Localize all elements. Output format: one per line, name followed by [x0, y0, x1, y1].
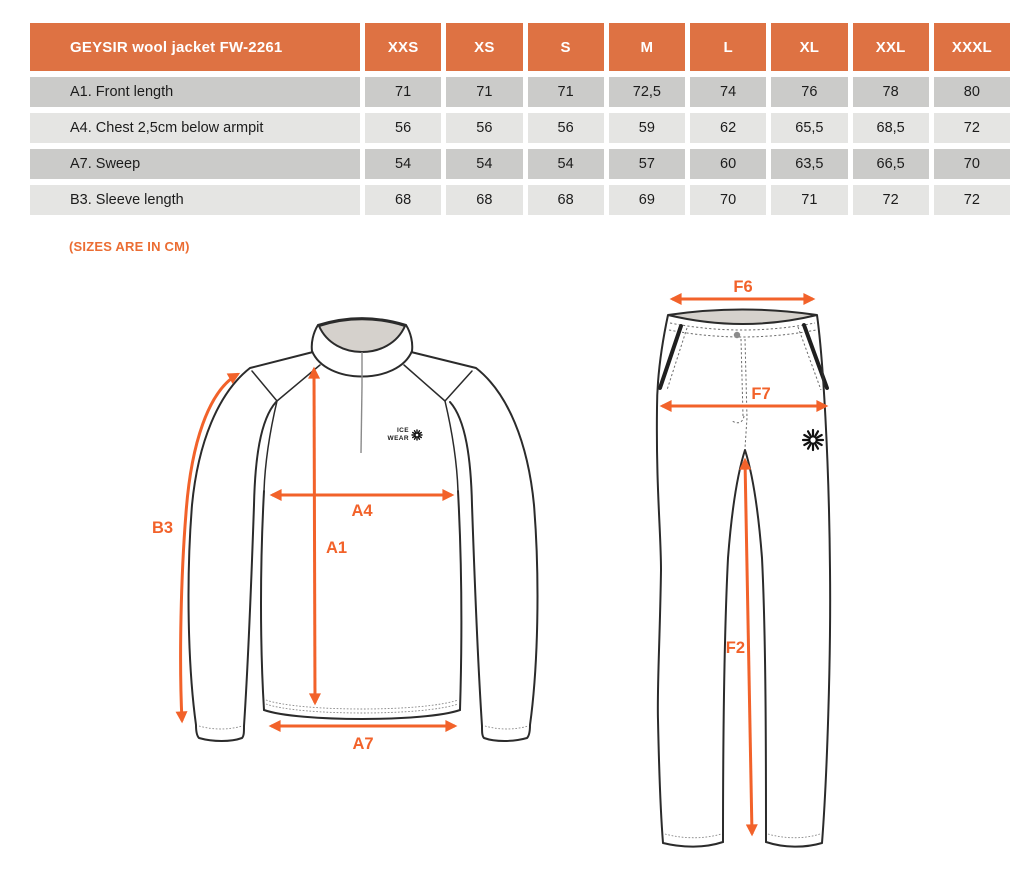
size-value: 71 [365, 77, 442, 107]
size-value: 72 [852, 185, 929, 215]
size-value: 56 [446, 113, 523, 143]
hem-stitch [767, 833, 821, 839]
dimension-arrow-a1: A1 [308, 366, 347, 706]
pocket-left [658, 324, 683, 390]
size-value: 54 [365, 149, 442, 179]
size-value: 72 [933, 185, 1010, 215]
size-value: 72 [933, 113, 1010, 143]
fly-stitch [730, 338, 748, 449]
size-value: 68 [365, 185, 442, 215]
dimension-arrow-f6: F6 [669, 278, 816, 305]
size-header-xxl: XXL [852, 23, 929, 71]
hem-stitch [265, 699, 459, 710]
size-header-m: M [608, 23, 685, 71]
size-value: 71 [771, 185, 848, 215]
size-value: 80 [933, 77, 1010, 107]
size-value: 62 [690, 113, 767, 143]
dimension-arrow-b3: B3 [152, 372, 241, 724]
waistband [667, 308, 818, 325]
dimension-label-f7: F7 [751, 385, 770, 403]
size-value: 76 [771, 77, 848, 107]
jacket-diagram: ICE WEAR B3 A4 A1 A [152, 317, 539, 753]
icewear-logo: ICE WEAR [388, 427, 423, 442]
dimension-label-a4: A4 [351, 502, 373, 520]
jacket-collar [310, 317, 414, 386]
size-header-xxxl: XXXL [933, 23, 1010, 71]
size-value: 72,5 [608, 77, 685, 107]
size-value: 71 [446, 77, 523, 107]
dimension-label-a1: A1 [326, 539, 347, 557]
zipper [360, 385, 363, 454]
size-value: 68 [446, 185, 523, 215]
size-header-l: L [690, 23, 767, 71]
size-value: 65,5 [771, 113, 848, 143]
size-value: 68 [527, 185, 604, 215]
size-value: 66,5 [852, 149, 929, 179]
cuff-stitch [484, 725, 529, 730]
size-header-s: S [527, 23, 604, 71]
size-value: 63,5 [771, 149, 848, 179]
dimension-arrow-a7: A7 [268, 720, 458, 753]
size-value: 74 [690, 77, 767, 107]
dimension-label-f2: F2 [726, 639, 745, 657]
size-value: 60 [690, 149, 767, 179]
size-value: 54 [527, 149, 604, 179]
size-table: GEYSIR wool jacket FW-2261 XXS XS S M L … [30, 23, 1010, 215]
dimension-label-f6: F6 [733, 278, 752, 296]
table-title: GEYSIR wool jacket FW-2261 [30, 23, 360, 71]
size-header-xl: XL [771, 23, 848, 71]
snowflake-icon [411, 429, 423, 441]
dimension-arrow-f7: F7 [659, 385, 829, 412]
row-label: A4. Chest 2,5cm below armpit [30, 113, 360, 143]
size-value: 69 [608, 185, 685, 215]
row-label: A1. Front length [30, 77, 360, 107]
size-value: 71 [527, 77, 604, 107]
dimension-label-a7: A7 [352, 735, 373, 753]
jacket-outline [187, 351, 539, 742]
hem-stitch [664, 833, 722, 839]
size-value: 70 [933, 149, 1010, 179]
size-value: 54 [446, 149, 523, 179]
waist-button [733, 331, 741, 339]
hem-stitch [265, 703, 459, 714]
dimension-label-b3: B3 [152, 519, 173, 537]
size-header-xxs: XXS [365, 23, 442, 71]
cuff-stitch [198, 725, 243, 730]
size-value: 59 [608, 113, 685, 143]
sizes-note: (SIZES ARE IN CM) [69, 239, 190, 254]
row-label: B3. Sleeve length [30, 185, 360, 215]
size-value: 57 [608, 149, 685, 179]
dimension-arrow-a4: A4 [269, 489, 455, 520]
size-value: 78 [852, 77, 929, 107]
size-header-xs: XS [446, 23, 523, 71]
snowflake-icon [801, 428, 825, 452]
svg-text:WEAR: WEAR [388, 435, 409, 442]
size-value: 56 [365, 113, 442, 143]
row-label: A7. Sweep [30, 149, 360, 179]
pants-diagram: F6 F7 F2 [655, 278, 832, 848]
size-value: 68,5 [852, 113, 929, 143]
size-value: 56 [527, 113, 604, 143]
pants-outline [655, 308, 832, 848]
svg-text:ICE: ICE [397, 427, 409, 434]
dimension-arrow-f2: F2 [726, 457, 758, 837]
size-value: 70 [690, 185, 767, 215]
